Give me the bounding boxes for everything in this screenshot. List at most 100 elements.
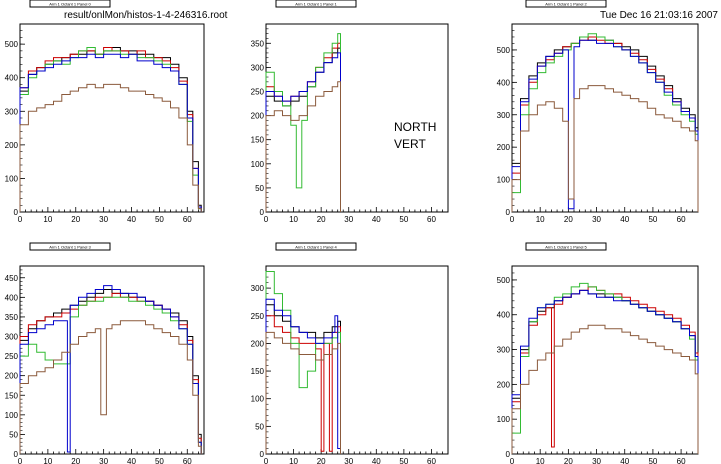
x-tick-label: 60 [677,215,686,224]
histogram-panel-4: Arm 1 Octant 1 Panel 4 0 10 20 30 40 50 60 0 50 10… [251,242,449,464]
x-tick-label: 50 [155,457,164,464]
histogram-series-green [19,47,202,212]
panel-title: Arm 1 Octant 1 Panel 5 [545,245,587,250]
y-tick-label: 100 [497,415,511,424]
x-tick-label: 10 [536,215,545,224]
x-tick-label: 20 [71,457,80,464]
y-tick-label: 250 [251,87,265,96]
x-tick-label: 10 [289,215,298,224]
x-tick-label: 10 [289,457,298,464]
histogram-panel-0: Arm 1 Octant 1 Panel 0 0 10 20 30 40 50 60 0 100 2… [5,0,205,224]
y-tick-label: 0 [506,450,511,459]
panels-group: Arm 1 Octant 1 Panel 00 10 20 30 40 50 6001002… [5,0,699,464]
y-tick-label: 50 [255,422,264,431]
histogram-series-green [265,271,341,454]
x-tick-label: 40 [372,215,381,224]
x-tick-label: 50 [399,457,408,464]
x-tick-label: 20 [564,457,573,464]
histogram-series-brown [265,81,341,212]
panel-title-box [29,0,111,8]
y-tick-label: 500 [5,40,19,49]
histogram-series-red [265,315,341,454]
x-tick-label: 0 [18,215,23,224]
histogram-panel-1: Arm 1 Octant 1 Panel 1 0 10 20 30 40 50 60 0 50 10… [251,0,449,224]
histogram-series-brown [511,324,699,454]
x-tick-label: 20 [71,215,80,224]
x-tick-label: 30 [99,457,108,464]
histogram-series-black [511,36,699,212]
x-tick-label: 60 [427,215,436,224]
y-tick-label: 250 [251,312,265,321]
histogram-series-green [511,33,699,212]
histogram-panel-2: Arm 1 Octant 1 Panel 2 0 10 20 30 40 50 60 0 100 2… [497,0,699,224]
y-tick-label: 350 [251,39,265,48]
y-tick-label: 100 [497,176,511,185]
panel-title-box [525,0,607,8]
y-tick-label: 350 [5,313,19,322]
panel-title-box [29,242,111,251]
vert-label: VERT [394,137,426,151]
y-tick-label: 400 [5,74,19,83]
x-tick-label: 30 [592,457,601,464]
y-tick-label: 500 [497,276,511,285]
x-tick-label: 50 [399,215,408,224]
y-tick-label: 300 [251,284,265,293]
x-tick-label: 0 [18,457,23,464]
y-tick-label: 300 [497,111,511,120]
y-tick-label: 100 [5,411,19,420]
x-tick-label: 50 [155,215,164,224]
y-tick-label: 150 [251,136,265,145]
timestamp: Tue Dec 16 21:03:16 2007 [600,10,718,21]
x-tick-label: 50 [648,457,657,464]
y-tick-label: 0 [506,208,511,217]
panel-title: Arm 1 Octant 1 Panel 4 [295,245,337,250]
histogram-series-red [19,292,202,454]
y-tick-label: 0 [14,208,19,217]
y-tick-label: 500 [497,46,511,55]
x-tick-label: 60 [427,457,436,464]
y-tick-label: 300 [5,333,19,342]
histogram-panel-3: Arm 1 Octant 1 Panel 3 0 10 20 30 40 50 60 0 50 10… [5,242,205,464]
y-tick-label: 200 [251,112,265,121]
x-tick-label: 30 [592,215,601,224]
histogram-series-blue [19,53,202,212]
histogram-series-black [265,47,341,212]
x-tick-label: 40 [620,457,629,464]
panel-title-box [275,242,357,251]
histogram-series-red [511,286,699,454]
histogram-series-brown [19,83,202,212]
y-tick-label: 200 [497,143,511,152]
y-tick-label: 250 [5,352,19,361]
histogram-series-red [19,47,202,212]
y-tick-label: 300 [497,346,511,355]
x-tick-label: 20 [564,215,573,224]
y-tick-label: 300 [5,107,19,116]
north-label: NORTH [394,120,436,134]
histogram-series-black [19,289,202,454]
y-tick-label: 400 [5,293,19,302]
y-tick-label: 50 [9,430,18,439]
x-tick-label: 0 [510,457,515,464]
histogram-panel-5: Arm 1 Octant 1 Panel 5 0 10 20 30 40 50 60 0 100 2… [497,242,699,464]
panel-frame [19,23,205,213]
histogram-series-brown [19,320,202,454]
panel-title: Arm 1 Octant 1 Panel 2 [545,2,587,7]
y-tick-label: 50 [255,184,264,193]
x-tick-label: 0 [510,215,515,224]
histogram-series-brown [265,331,341,454]
panel-title-box [525,242,607,251]
x-tick-label: 60 [677,457,686,464]
histogram-series-brown [511,85,699,212]
y-tick-label: 200 [5,141,19,150]
x-tick-label: 30 [344,457,353,464]
x-tick-label: 30 [344,215,353,224]
x-tick-label: 60 [183,457,192,464]
x-tick-label: 30 [99,215,108,224]
y-tick-label: 400 [497,78,511,87]
x-tick-label: 40 [620,215,629,224]
x-tick-label: 60 [183,215,192,224]
y-tick-label: 0 [260,208,265,217]
x-tick-label: 50 [648,215,657,224]
x-tick-label: 10 [43,457,52,464]
x-tick-label: 0 [264,215,269,224]
